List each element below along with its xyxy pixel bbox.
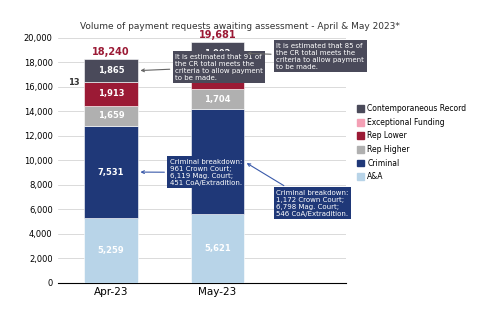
Text: 13: 13	[68, 78, 80, 87]
Bar	[191, 41, 244, 65]
Bar	[84, 59, 138, 82]
Text: 1,659: 1,659	[97, 111, 124, 120]
Text: 8,516: 8,516	[204, 157, 231, 166]
Bar	[84, 126, 138, 218]
Bar	[84, 82, 138, 106]
Legend: Contemporaneous Record, Exceptional Funding, Rep Lower, Rep Higher, Criminal, A&: Contemporaneous Record, Exceptional Fund…	[355, 103, 468, 183]
Bar	[84, 218, 138, 283]
Text: 1,922: 1,922	[204, 72, 231, 81]
Text: It is estimated that 91 of
the CR total meets the
criteria to allow payment
to b: It is estimated that 91 of the CR total …	[142, 54, 263, 81]
Text: 19,681: 19,681	[199, 30, 237, 40]
Text: Criminal breakdown:
1,172 Crown Court;
6,798 Mag. Court;
546 CoA/Extradition.: Criminal breakdown: 1,172 Crown Court; 6…	[248, 164, 348, 216]
Bar	[191, 110, 244, 214]
Bar	[191, 89, 244, 110]
Text: 7,531: 7,531	[98, 168, 124, 176]
Text: Criminal breakdown:
961 Crown Court;
6,119 Mag. Court;
451 CoA/Extradition.: Criminal breakdown: 961 Crown Court; 6,1…	[142, 159, 242, 186]
Text: 16: 16	[175, 61, 187, 69]
Text: 5,621: 5,621	[204, 244, 231, 253]
Text: 1,913: 1,913	[98, 89, 124, 99]
Text: 1,865: 1,865	[97, 66, 124, 75]
Text: 1,902: 1,902	[204, 49, 231, 58]
Text: Volume of payment requests awaiting assessment - April & May 2023*: Volume of payment requests awaiting asse…	[80, 22, 400, 31]
Bar	[191, 65, 244, 89]
Bar	[191, 214, 244, 283]
Bar	[84, 106, 138, 126]
Text: 18,240: 18,240	[92, 47, 130, 57]
Text: It is estimated that 85 of
the CR total meets the
criteria to allow payment
to b: It is estimated that 85 of the CR total …	[248, 43, 364, 69]
Text: 5,259: 5,259	[97, 246, 124, 255]
Text: 1,704: 1,704	[204, 95, 231, 104]
